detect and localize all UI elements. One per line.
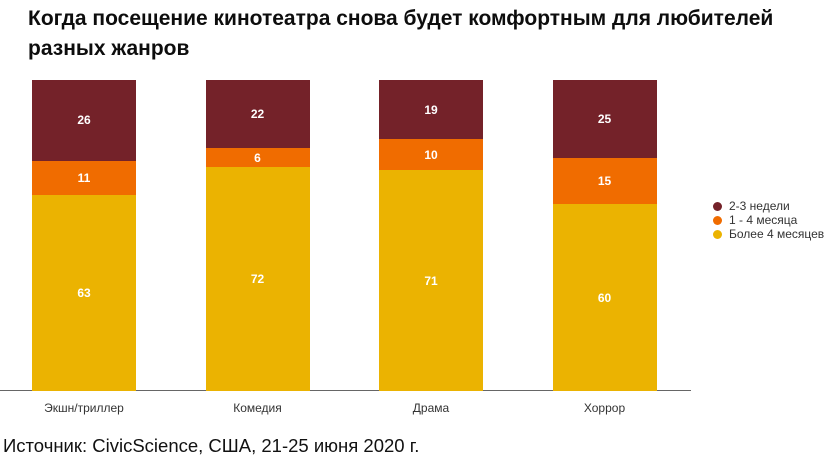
legend-marker-icon [713,215,722,225]
segment-1 - 4 месяца: 6 [205,148,310,168]
segment-value-label: 15 [597,174,612,189]
segment-1 - 4 месяца: 11 [32,160,136,196]
segment-2-3 недели: 22 [205,80,310,149]
x-axis-line [0,390,691,391]
legend-marker-icon [713,229,722,239]
segment-value-label: 72 [250,272,265,287]
segment-value-label: 19 [424,102,438,117]
bar-Хоррор: 60 15 25 [552,80,657,391]
segment-Более 4 месяцев: 60 [552,204,657,391]
segment-2-3 недели: 19 [379,80,483,140]
segment-value-label: 6 [254,150,261,165]
source-note: Источник: CivicScience, США, 21-25 июня … [3,435,420,456]
segment-value-label: 26 [77,113,91,128]
segment-value-label: 63 [77,286,91,301]
legend-item: 2-3 недели [713,199,824,213]
x-axis-label-Экшн/триллер: Экшн/триллер [44,401,124,415]
legend-marker-icon [713,201,722,211]
segment-value-label: 25 [597,111,612,126]
legend: 2-3 недели 1 - 4 месяца Более 4 месяцев [713,199,824,242]
legend-item: 1 - 4 месяца [713,213,824,227]
segment-value-label: 10 [424,147,438,162]
segment-value-label: 71 [424,273,438,288]
segment-2-3 недели: 25 [552,80,657,158]
segment-Более 4 месяцев: 71 [379,170,483,391]
segment-Более 4 месяцев: 72 [205,167,310,391]
legend-item: Более 4 месяцев [713,227,824,241]
segment-Более 4 месяцев: 63 [32,195,136,391]
legend-label: 2-3 недели [729,199,790,214]
bar-Экшн/триллер: 63 11 26 [32,80,136,391]
legend-label: 1 - 4 месяца [729,213,798,228]
x-axis-label-Комедия: Комедия [233,401,282,415]
bar-Драма: 71 10 19 [379,80,483,391]
segment-2-3 недели: 26 [32,80,136,161]
segment-1 - 4 месяца: 15 [552,157,657,205]
bar-Комедия: 72 6 22 [205,80,310,391]
segment-value-label: 60 [597,290,612,305]
x-axis-label-Хоррор: Хоррор [583,401,626,415]
x-axis-label-Драма: Драма [412,401,450,415]
chart-title: Когда посещение кинотеатра снова будет к… [28,7,774,60]
segment-value-label: 22 [250,107,265,122]
legend-label: Более 4 месяцев [729,227,825,242]
segment-1 - 4 месяца: 10 [379,139,483,171]
segment-value-label: 11 [77,170,91,185]
